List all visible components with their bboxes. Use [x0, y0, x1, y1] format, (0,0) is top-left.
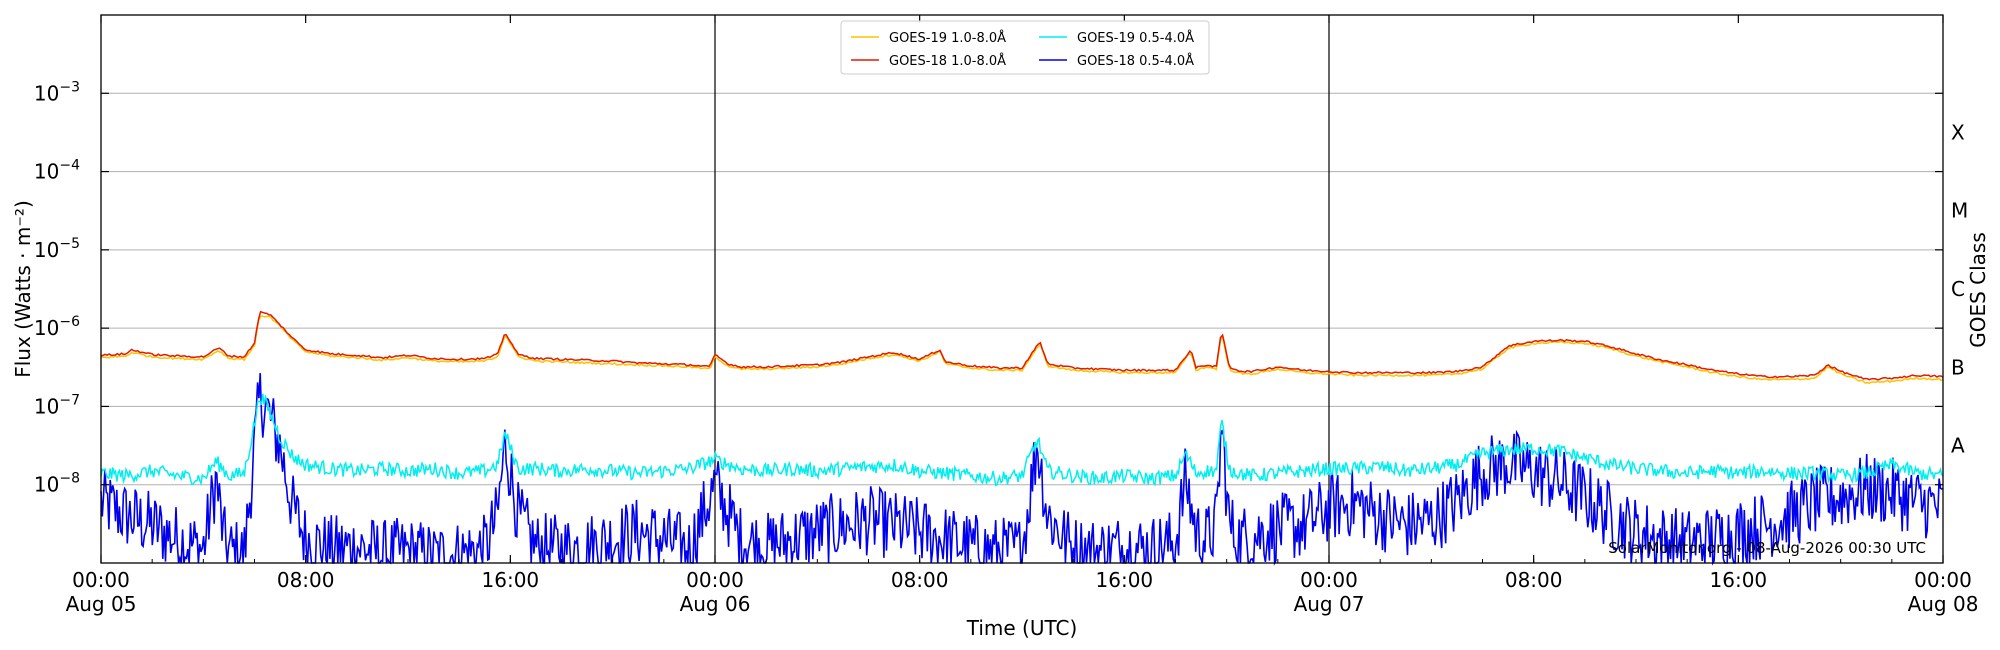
x-tick-date-label: Aug 05	[66, 592, 137, 616]
series-line-2	[100, 310, 1944, 381]
y-tick-label: 10−5	[34, 236, 80, 262]
legend-entry: GOES-19 1.0-8.0Å	[889, 30, 1006, 46]
x-tick-label: 16:00	[1096, 568, 1154, 592]
legend-entry: GOES-18 1.0-8.0Å	[889, 53, 1006, 69]
credit-text: SolarMonitor.org - 08-Aug-2026 00:30 UTC	[1608, 539, 1926, 557]
legend-entry: GOES-19 0.5-4.0Å	[1077, 30, 1194, 46]
y-axis-ticks: 10−310−410−510−610−710−8	[34, 79, 1943, 497]
x-tick-label: 16:00	[1710, 568, 1768, 592]
goes-class-label: M	[1951, 199, 1968, 223]
y-axis-label: Flux (Watts · m⁻²)	[11, 200, 35, 378]
x-tick-label: 00:00	[1914, 568, 1972, 592]
right-axis-label: GOES Class	[1966, 232, 1990, 348]
legend-box	[840, 20, 1210, 75]
y-tick-exponent: −3	[59, 79, 80, 95]
x-tick-label: 08:00	[277, 568, 335, 592]
y-tick-exponent: −5	[59, 236, 80, 252]
horizontal-grid	[101, 92, 1943, 486]
legend-entry: GOES-18 0.5-4.0Å	[1077, 53, 1194, 69]
x-tick-date-label: Aug 08	[1908, 592, 1979, 616]
y-tick-exponent: −8	[59, 471, 80, 487]
series-layer	[100, 310, 1944, 566]
goes-class-label: A	[1951, 434, 1965, 458]
x-tick-label: 16:00	[482, 568, 540, 592]
x-tick-label: 08:00	[1505, 568, 1563, 592]
legend: GOES-19 1.0-8.0Å GOES-19 0.5-4.0Å GOES-18 …	[840, 20, 1210, 75]
x-tick-label: 00:00	[686, 568, 744, 592]
y-tick-exponent: −6	[59, 314, 80, 330]
x-tick-date-label: Aug 06	[680, 592, 751, 616]
goes-class-labels: X M C B A	[1951, 120, 1968, 457]
goes-class-label: X	[1951, 120, 1965, 144]
x-tick-date-label: Aug 07	[1294, 592, 1365, 616]
x-tick-label: 08:00	[891, 568, 949, 592]
x-axis-label: Time (UTC)	[966, 616, 1078, 640]
y-tick-label: 10−8	[34, 471, 80, 497]
x-tick-label: 00:00	[72, 568, 130, 592]
series-line-1	[100, 315, 1944, 385]
x-tick-label: 00:00	[1300, 568, 1358, 592]
y-tick-exponent: −7	[59, 392, 80, 408]
series-line-3	[100, 393, 1944, 487]
goes-class-label: B	[1951, 355, 1965, 379]
goes-class-label: C	[1951, 277, 1965, 301]
y-tick-exponent: −4	[59, 158, 80, 174]
